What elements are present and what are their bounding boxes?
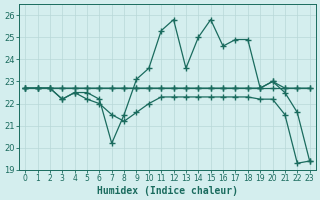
X-axis label: Humidex (Indice chaleur): Humidex (Indice chaleur)	[97, 186, 238, 196]
